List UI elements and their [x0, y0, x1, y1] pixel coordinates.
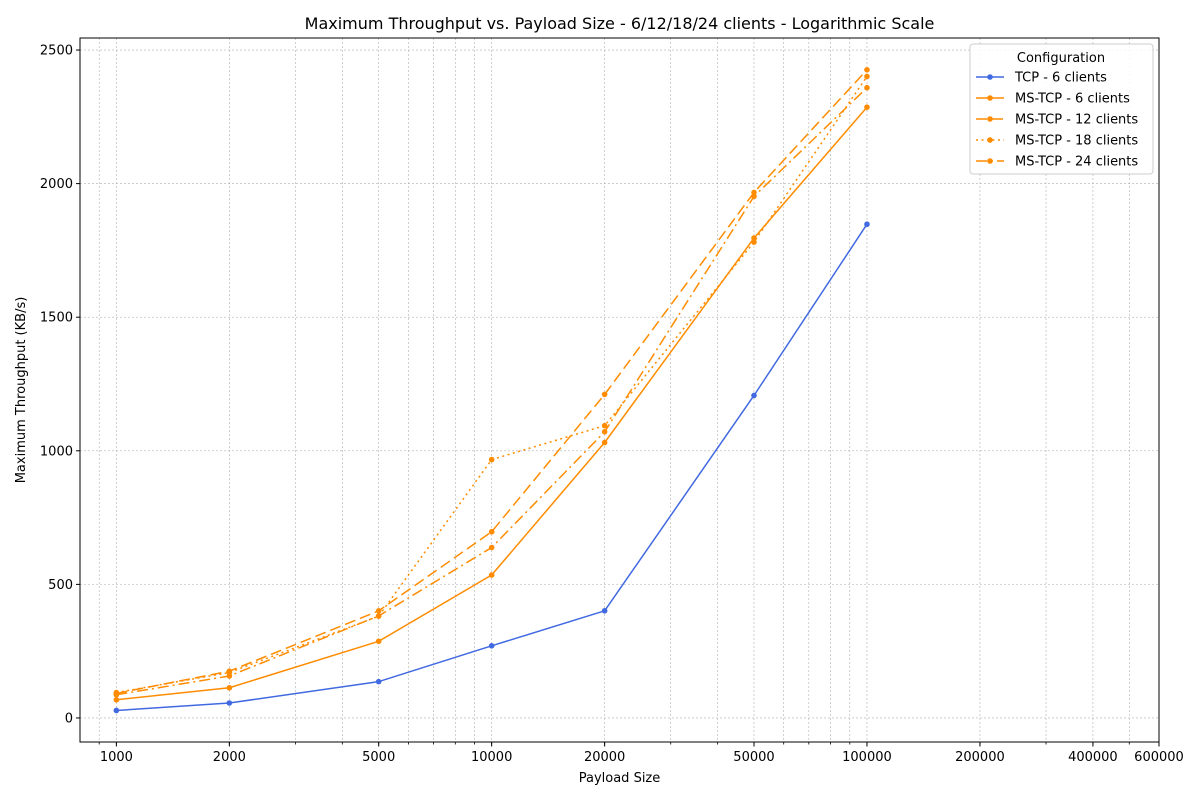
data-point: [601, 422, 608, 429]
x-tick-label: 1000: [100, 750, 133, 765]
data-point: [226, 673, 233, 679]
legend-marker: [987, 116, 993, 122]
data-point: [113, 707, 120, 714]
axis-ticks: 0 500 1000 1500 2000 2500 1000 2000 5000 10000 200…: [40, 44, 1184, 765]
data-point: [488, 643, 495, 649]
x-tick-label: 600000: [1134, 750, 1184, 765]
data-point: [488, 456, 495, 463]
data-point: [751, 235, 757, 241]
data-point: [751, 193, 757, 200]
data-point: [864, 73, 870, 80]
data-point: [113, 691, 120, 698]
legend-marker: [987, 158, 993, 164]
x-axis-label: Payload Size: [579, 771, 661, 786]
legend-title: Configuration: [1017, 51, 1105, 66]
chart-title: Maximum Throughput vs. Payload Size - 6/…: [305, 14, 935, 33]
x-tick-label: 5000: [362, 750, 395, 765]
y-tick-label: 500: [48, 578, 73, 593]
x-tick-label: 50000: [733, 750, 774, 765]
legend: Configuration TCP - 6 clients MS-TCP - 6 …: [969, 43, 1154, 175]
series-5: [113, 84, 870, 698]
data-point: [488, 572, 495, 578]
data-point: [375, 638, 382, 645]
data-point: [375, 613, 382, 619]
data-point: [751, 392, 757, 399]
data-point: [488, 528, 495, 535]
legend-label: MS-TCP - 24 clients: [1015, 155, 1138, 170]
y-tick-label: 0: [65, 711, 73, 726]
data-point: [601, 391, 608, 398]
data-point: [226, 684, 233, 691]
data-point: [864, 84, 870, 91]
data-point: [601, 429, 608, 435]
legend-marker: [987, 95, 993, 101]
data-point: [488, 544, 495, 551]
y-tick-label: 1500: [40, 311, 73, 326]
legend-items: TCP - 6 clients MS-TCP - 6 clients MS-TCP …: [976, 71, 1138, 170]
plot-frame: [79, 37, 1160, 743]
x-tick-label: 2000: [213, 750, 246, 765]
y-axis-label: Maximum Throughput (KB/s): [14, 297, 29, 484]
legend-marker: [987, 74, 993, 80]
data-point: [601, 608, 608, 614]
x-tick-label: 200000: [955, 750, 1005, 765]
legend-label: TCP - 6 clients: [1014, 71, 1107, 86]
data-point: [864, 66, 870, 73]
x-tick-label: 400000: [1068, 750, 1118, 765]
series-layer: [113, 66, 870, 714]
x-tick-label: 10000: [471, 750, 512, 765]
legend-label: MS-TCP - 6 clients: [1015, 92, 1130, 107]
data-point: [375, 608, 382, 614]
data-point: [864, 221, 870, 228]
y-tick-label: 2000: [40, 177, 73, 192]
legend-marker: [987, 137, 993, 143]
x-tick-label: 20000: [584, 750, 625, 765]
legend-label: MS-TCP - 18 clients: [1015, 134, 1138, 149]
legend-box: [969, 43, 1154, 175]
series-1: [113, 221, 870, 714]
data-point: [113, 696, 120, 703]
x-tick-label: 100000: [842, 750, 892, 765]
data-point: [751, 239, 757, 245]
data-point: [751, 189, 757, 196]
y-tick-label: 1000: [40, 444, 73, 459]
y-tick-label: 2500: [40, 44, 73, 59]
data-point: [864, 104, 870, 110]
data-point: [375, 678, 382, 685]
data-point: [226, 700, 233, 706]
data-point: [601, 439, 608, 446]
legend-label: MS-TCP - 12 clients: [1015, 113, 1138, 128]
series-2: [113, 104, 870, 703]
